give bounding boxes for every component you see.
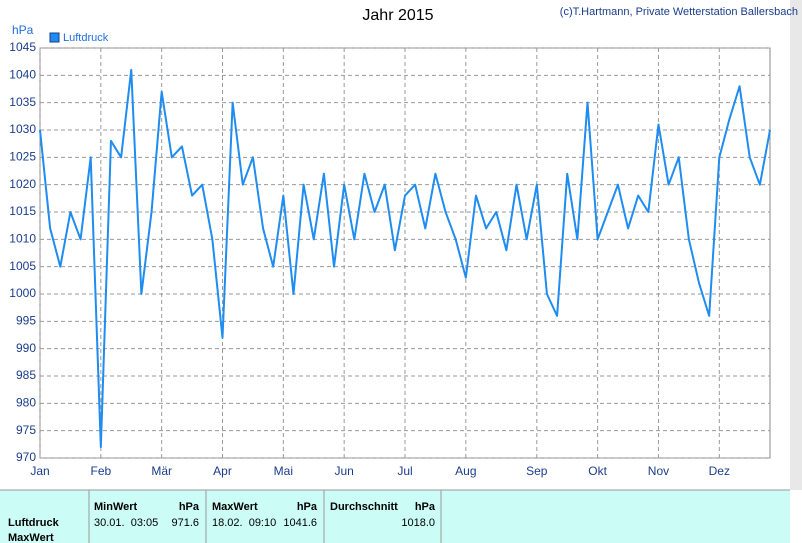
x-tick-label: Jun (334, 464, 353, 478)
row-label: MaxWert (8, 532, 54, 543)
y-tick-label: 1035 (9, 95, 36, 109)
max-value: 1041.6 (283, 517, 317, 529)
y-tick-label: 985 (16, 368, 36, 382)
x-tick-label: Aug (455, 464, 476, 478)
scrollbar (790, 0, 802, 490)
y-tick-label: 1020 (9, 177, 36, 191)
min-value: 971.6 (171, 517, 199, 529)
table-dividers (0, 489, 790, 543)
average-value: 1018.0 (401, 517, 435, 529)
x-tick-label: Jul (397, 464, 412, 478)
min-date: 30.01. 03:05 (94, 517, 158, 529)
y-tick-label: 980 (16, 396, 36, 410)
x-tick-label: Apr (213, 464, 232, 478)
table-header: hPa (179, 501, 200, 513)
y-tick-label: 975 (16, 423, 36, 437)
row-label: Luftdruck (8, 517, 60, 529)
y-axis-label: hPa (12, 23, 34, 37)
y-tick-label: 1040 (9, 68, 36, 82)
legend-swatch (49, 32, 60, 43)
table-header: hPa (297, 501, 318, 513)
table-header: MinWert (94, 501, 138, 513)
table-header: Durchschnitt (330, 501, 398, 513)
line-series (39, 68, 771, 449)
table-header: MaxWert (212, 501, 258, 513)
y-tick-label: 1045 (9, 40, 36, 54)
x-tick-label: Mai (274, 464, 293, 478)
x-tick-label: Mär (151, 464, 172, 478)
x-tick-label: Sep (526, 464, 548, 478)
credit: (c)T.Hartmann, Private Wetterstation Bal… (560, 6, 798, 18)
x-tick-label: Dez (709, 464, 730, 478)
chart-title: Jahr 2015 (362, 7, 433, 24)
x-tick-label: Jan (30, 464, 49, 478)
y-tick-label: 970 (16, 450, 36, 464)
y-tick-label: 995 (16, 314, 36, 328)
x-tick-label: Nov (648, 464, 669, 478)
max-date: 18.02. 09:10 (212, 517, 276, 529)
y-tick-label: 1005 (9, 259, 36, 273)
legend-label: Luftdruck (63, 32, 109, 44)
y-tick-label: 1030 (9, 122, 36, 136)
y-tick-label: 1000 (9, 286, 36, 300)
y-tick-label: 1010 (9, 232, 36, 246)
table-header: hPa (415, 501, 436, 513)
y-tick-label: 1015 (9, 204, 36, 218)
x-tick-label: Feb (90, 464, 111, 478)
y-tick-label: 990 (16, 341, 36, 355)
stats-panel (0, 490, 790, 543)
x-tick-label: Okt (588, 464, 607, 478)
y-tick-label: 1025 (9, 150, 36, 164)
